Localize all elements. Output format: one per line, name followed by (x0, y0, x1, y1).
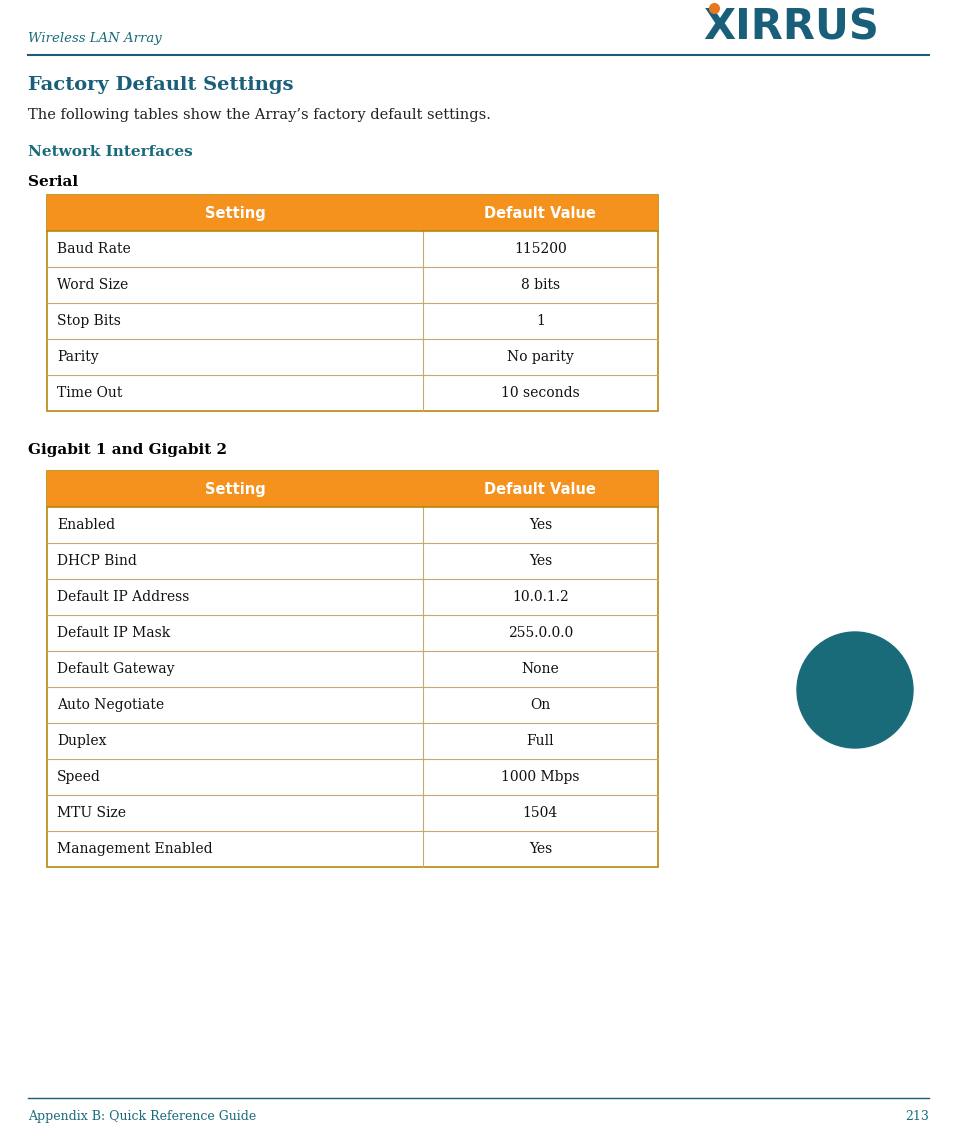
Bar (47, 195, 658, 231)
Text: On: On (530, 698, 550, 712)
Text: Auto Negotiate: Auto Negotiate (57, 698, 164, 712)
Text: 255.0.0.0: 255.0.0.0 (508, 626, 573, 640)
Text: Default Gateway: Default Gateway (57, 662, 174, 676)
Text: Wireless LAN Array: Wireless LAN Array (28, 32, 162, 46)
Text: 8 bits: 8 bits (521, 278, 560, 292)
Text: Gigabit 1 and Gigabit 2: Gigabit 1 and Gigabit 2 (28, 443, 227, 457)
Text: Enabled: Enabled (57, 518, 115, 531)
Text: Baud Rate: Baud Rate (57, 242, 131, 256)
Text: No parity: No parity (507, 351, 574, 364)
Text: Default IP Address: Default IP Address (57, 589, 189, 604)
Text: The following tables show the Array’s factory default settings.: The following tables show the Array’s fa… (28, 108, 491, 122)
Bar (47, 471, 658, 867)
Text: Word Size: Word Size (57, 278, 128, 292)
Text: Yes: Yes (529, 518, 552, 531)
Text: Management Enabled: Management Enabled (57, 842, 212, 856)
Circle shape (797, 632, 913, 748)
Text: Appendix B: Quick Reference Guide: Appendix B: Quick Reference Guide (28, 1110, 256, 1123)
Text: 213: 213 (905, 1110, 929, 1123)
Text: MTU Size: MTU Size (57, 806, 126, 820)
Text: Serial: Serial (28, 175, 78, 189)
Text: Default IP Mask: Default IP Mask (57, 626, 170, 640)
Text: None: None (522, 662, 559, 676)
Text: 1000 Mbps: 1000 Mbps (501, 770, 580, 784)
Text: 1: 1 (536, 314, 545, 328)
Text: Default Value: Default Value (484, 206, 596, 221)
Text: 1504: 1504 (523, 806, 558, 820)
Bar (47, 471, 658, 508)
Text: Time Out: Time Out (57, 386, 122, 399)
Bar (47, 195, 658, 411)
Text: Duplex: Duplex (57, 734, 106, 748)
Text: Yes: Yes (529, 554, 552, 568)
Text: 115200: 115200 (514, 242, 567, 256)
Text: Setting: Setting (205, 206, 265, 221)
Text: Default Value: Default Value (484, 481, 596, 496)
Text: Network Interfaces: Network Interfaces (28, 145, 192, 159)
Text: 10 seconds: 10 seconds (501, 386, 580, 399)
Text: Factory Default Settings: Factory Default Settings (28, 76, 294, 94)
Text: Speed: Speed (57, 770, 100, 784)
Text: Parity: Parity (57, 351, 99, 364)
Text: Yes: Yes (529, 842, 552, 856)
Text: XIRRUS: XIRRUS (703, 6, 879, 48)
Text: DHCP Bind: DHCP Bind (57, 554, 137, 568)
Text: 10.0.1.2: 10.0.1.2 (512, 589, 568, 604)
Text: Full: Full (526, 734, 554, 748)
Text: Setting: Setting (205, 481, 265, 496)
Text: Stop Bits: Stop Bits (57, 314, 121, 328)
